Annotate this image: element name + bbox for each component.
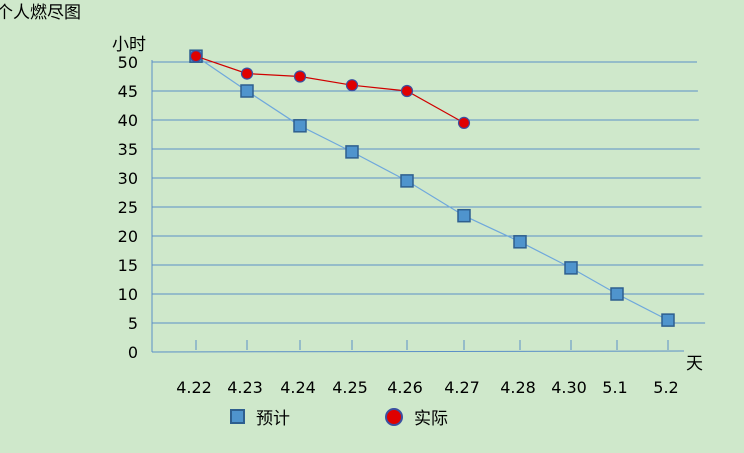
y-tick-label: 50 (118, 53, 138, 72)
y-axis-label: 小时 (112, 35, 146, 55)
y-tick-label: 5 (128, 314, 138, 333)
forecast-point (345, 145, 359, 159)
y-tick-label: 40 (118, 111, 138, 130)
x-tick-label: 4.26 (387, 378, 423, 397)
actual-point (400, 84, 414, 98)
y-tick-label: 30 (118, 169, 138, 188)
y-tick-label: 35 (118, 140, 138, 159)
forecast-point (293, 119, 307, 133)
actual-point (240, 67, 254, 80)
actual-point (457, 116, 471, 130)
x-axis-line (151, 350, 685, 353)
legend-label-forecast: 预计 (256, 409, 290, 429)
forecast-point (240, 84, 254, 98)
x-tick-label: 4.25 (332, 378, 368, 397)
actual-point (293, 70, 307, 83)
square-marker-icon (230, 409, 245, 424)
forecast-point (610, 287, 624, 301)
x-tick-label: 4.27 (444, 378, 480, 397)
y-tick-label: 45 (118, 82, 138, 101)
x-tick-label: 5.1 (602, 378, 627, 397)
y-tick-label: 10 (118, 285, 138, 304)
x-tick-label: 4.22 (176, 378, 212, 397)
x-tick-label: 4.24 (280, 378, 316, 397)
actual-point (189, 50, 203, 63)
forecast-point (400, 174, 414, 188)
legend-item-forecast: 预计 (230, 404, 290, 429)
x-tick-label: 4.28 (500, 378, 536, 397)
x-tick-label: 4.23 (227, 378, 263, 397)
actual-line (195, 55, 465, 124)
actual-point (345, 79, 359, 92)
chart-legend: 预计 实际 (230, 404, 543, 429)
legend-item-actual: 实际 (385, 404, 448, 429)
forecast-point (513, 235, 527, 249)
y-tick-label: 25 (118, 198, 138, 217)
x-tick-label: 4.30 (551, 378, 587, 397)
y-tick-label: 0 (128, 343, 138, 362)
y-tick-label: 20 (118, 227, 138, 246)
forecast-point (457, 208, 471, 223)
legend-label-actual: 实际 (414, 409, 448, 429)
forecast-point (564, 261, 578, 275)
forecast-line (195, 55, 669, 321)
x-tick-label: 5.2 (653, 378, 678, 397)
circle-marker-icon (385, 407, 403, 426)
x-axis-label: 天 (686, 354, 703, 374)
chart-title: 个人燃尽图 (0, 3, 81, 23)
y-tick-label: 15 (118, 256, 138, 275)
forecast-point (661, 313, 675, 327)
